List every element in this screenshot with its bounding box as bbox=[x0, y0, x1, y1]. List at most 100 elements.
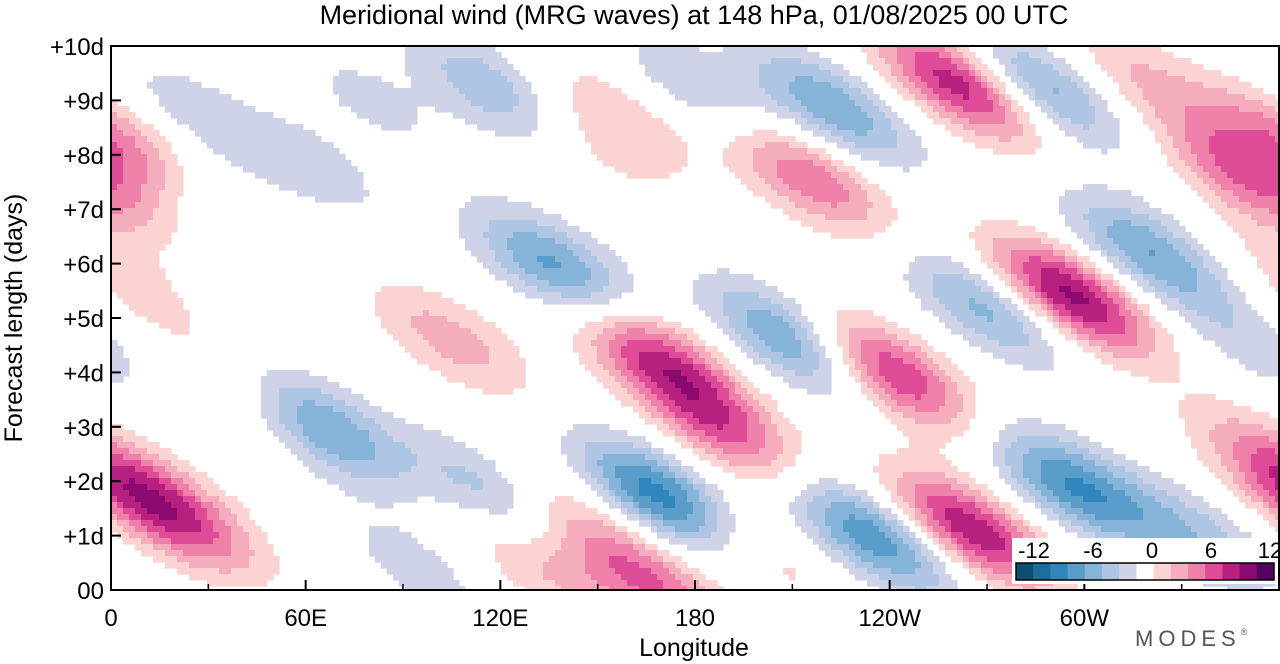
contour-cell bbox=[693, 52, 700, 59]
contour-cell bbox=[141, 280, 148, 287]
contour-cell bbox=[1143, 118, 1150, 125]
contour-cell bbox=[531, 250, 538, 257]
contour-cell bbox=[741, 76, 748, 83]
contour-cell bbox=[813, 100, 820, 107]
contour-cell bbox=[915, 58, 922, 65]
contour-cell bbox=[1011, 304, 1018, 311]
contour-cell bbox=[597, 88, 604, 95]
contour-cell bbox=[147, 268, 154, 275]
contour-cell bbox=[1215, 124, 1222, 131]
contour-cell bbox=[645, 352, 652, 359]
contour-cell bbox=[867, 118, 874, 125]
contour-cell bbox=[921, 106, 928, 113]
contour-cell bbox=[873, 130, 880, 137]
contour-cell bbox=[1101, 286, 1108, 293]
contour-cell bbox=[123, 274, 130, 281]
contour-cell bbox=[765, 340, 772, 347]
contour-cell bbox=[621, 148, 628, 155]
contour-cell bbox=[903, 82, 910, 89]
contour-cell bbox=[1143, 82, 1150, 89]
contour-cell bbox=[735, 148, 742, 155]
contour-cell bbox=[213, 124, 220, 131]
contour-cell bbox=[783, 322, 790, 329]
contour-cell bbox=[915, 334, 922, 341]
contour-cell bbox=[393, 292, 400, 299]
contour-cell bbox=[501, 340, 508, 347]
contour-cell bbox=[675, 142, 682, 149]
contour-cell bbox=[1149, 52, 1156, 59]
contour-cell bbox=[903, 124, 910, 131]
contour-cell bbox=[1197, 262, 1204, 269]
contour-cell bbox=[1203, 328, 1210, 335]
contour-cell bbox=[1011, 334, 1018, 341]
contour-cell bbox=[1113, 340, 1120, 347]
contour-cell bbox=[327, 190, 334, 197]
contour-cell bbox=[753, 322, 760, 329]
contour-cell bbox=[1251, 178, 1258, 185]
contour-cell bbox=[1035, 262, 1042, 269]
contour-cell bbox=[705, 100, 712, 107]
contour-cell bbox=[1167, 124, 1174, 131]
contour-cell bbox=[441, 46, 448, 53]
contour-cell bbox=[495, 262, 502, 269]
contour-cell bbox=[1209, 112, 1216, 119]
contour-cell bbox=[1023, 148, 1030, 155]
contour-cell bbox=[513, 250, 520, 257]
contour-cell bbox=[861, 346, 868, 353]
contour-cell bbox=[1251, 142, 1258, 149]
contour-cell bbox=[1191, 238, 1198, 245]
contour-cell bbox=[1023, 322, 1030, 329]
contour-cell bbox=[111, 196, 118, 203]
contour-cell bbox=[1119, 250, 1126, 257]
contour-cell bbox=[447, 322, 454, 329]
contour-cell bbox=[519, 82, 526, 89]
contour-cell bbox=[795, 142, 802, 149]
contour-cell bbox=[933, 106, 940, 113]
contour-cell bbox=[1089, 118, 1096, 125]
contour-cell bbox=[1101, 316, 1108, 323]
contour-cell bbox=[141, 202, 148, 209]
contour-cell bbox=[525, 280, 532, 287]
contour-cell bbox=[1185, 136, 1192, 143]
contour-cell bbox=[153, 142, 160, 149]
contour-cell bbox=[687, 352, 694, 359]
contour-cell bbox=[1179, 130, 1186, 137]
contour-cell bbox=[219, 94, 226, 101]
contour-cell bbox=[129, 268, 136, 275]
contour-cell bbox=[1185, 106, 1192, 113]
contour-cell bbox=[939, 88, 946, 95]
contour-cell bbox=[1011, 136, 1018, 143]
contour-cell bbox=[645, 172, 652, 179]
contour-cell bbox=[1221, 322, 1228, 329]
contour-cell bbox=[1191, 310, 1198, 317]
contour-cell bbox=[1233, 136, 1240, 143]
contour-cell bbox=[633, 166, 640, 173]
contour-cell bbox=[1005, 310, 1012, 317]
contour-cell bbox=[879, 226, 886, 233]
contour-cell bbox=[951, 262, 958, 269]
contour-cell bbox=[999, 142, 1006, 149]
contour-cell bbox=[813, 166, 820, 173]
contour-cell bbox=[513, 124, 520, 131]
contour-cell bbox=[633, 142, 640, 149]
contour-cell bbox=[849, 202, 856, 209]
contour-cell bbox=[615, 316, 622, 323]
contour-cell bbox=[855, 334, 862, 341]
contour-cell bbox=[153, 166, 160, 173]
contour-cell bbox=[1107, 142, 1114, 149]
contour-cell bbox=[405, 334, 412, 341]
contour-cell bbox=[1233, 130, 1240, 137]
contour-cell bbox=[1077, 76, 1084, 83]
contour-cell bbox=[1155, 226, 1162, 233]
contour-cell bbox=[1131, 298, 1138, 305]
contour-cell bbox=[951, 304, 958, 311]
contour-cell bbox=[1209, 268, 1216, 275]
contour-cell bbox=[837, 88, 844, 95]
contour-cell bbox=[501, 124, 508, 131]
contour-cell bbox=[165, 100, 172, 107]
contour-cell bbox=[1023, 328, 1030, 335]
contour-cell bbox=[495, 196, 502, 203]
contour-cell bbox=[1233, 322, 1240, 329]
contour-cell bbox=[129, 136, 136, 143]
contour-cell bbox=[195, 82, 202, 89]
